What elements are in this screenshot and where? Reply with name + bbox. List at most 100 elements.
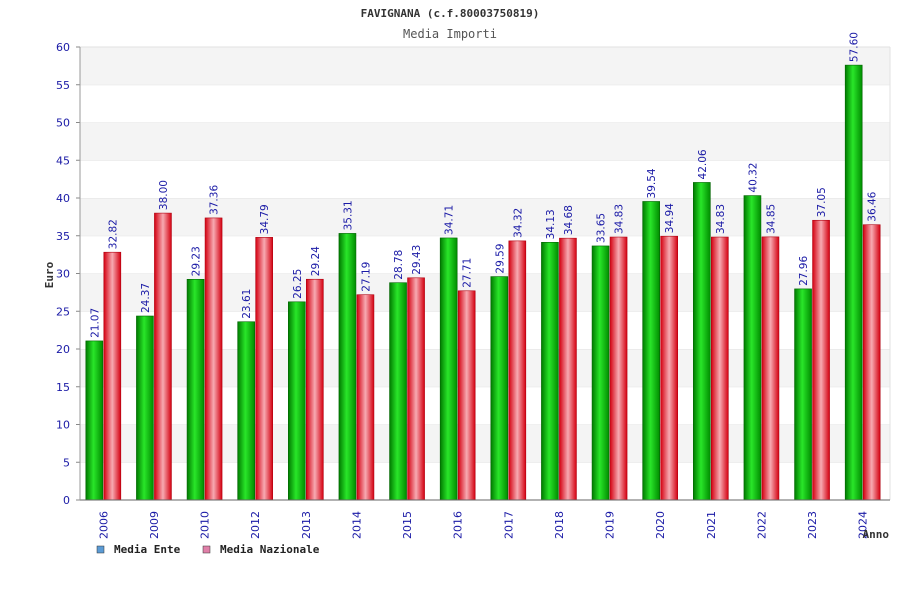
y-tick-label: 40 <box>56 192 70 205</box>
data-label-media-ente-2017: 29.59 <box>494 244 506 274</box>
bar-media-ente-2022 <box>743 195 762 501</box>
data-label-media-ente-2012: 23.61 <box>241 289 253 319</box>
x-tick-label: 2020 <box>654 511 667 539</box>
bar-media-ente-2023 <box>794 288 812 501</box>
y-tick-label: 10 <box>56 419 70 432</box>
data-label-media-nazionale-2018: 34.68 <box>563 205 575 235</box>
y-axis-ticks: 0 5 10 15 20 25 30 35 40 45 50 55 60 <box>56 41 80 507</box>
x-tick-label: 2015 <box>401 511 414 539</box>
data-label-media-nazionale-2014: 27.19 <box>360 262 372 292</box>
bar-media-ente-2021 <box>693 182 711 501</box>
data-label-media-ente-2018: 34.13 <box>545 209 557 239</box>
y-tick-label: 30 <box>56 268 70 281</box>
y-tick-label: 55 <box>56 79 70 92</box>
grid-band <box>80 47 890 85</box>
y-tick-label: 25 <box>56 305 70 318</box>
chart-subtitle: Media Importi <box>403 27 497 41</box>
bar-media-ente-2013 <box>288 301 306 501</box>
data-label-media-nazionale-2022: 34.85 <box>765 204 777 234</box>
data-label-media-nazionale-2020: 34.94 <box>664 203 676 233</box>
data-label-media-nazionale-2010: 37.36 <box>209 185 221 215</box>
grid-band <box>80 84 890 123</box>
y-tick-label: 0 <box>63 494 70 507</box>
x-tick-label: 2012 <box>249 511 262 539</box>
x-tick-label: 2013 <box>300 511 313 539</box>
data-label-media-ente-2019: 33.65 <box>596 213 608 243</box>
bar-media-ente-2015 <box>389 282 407 501</box>
data-labels: 21.07 32.82 24.37 38.00 29.23 37.36 23.61 34.79… <box>89 32 878 338</box>
grid-band <box>80 122 890 161</box>
bar-media-nazionale-2018 <box>559 237 577 501</box>
x-tick-label: 2018 <box>553 511 566 539</box>
x-axis-label: Anno <box>863 528 890 541</box>
x-tick-label: 2024 <box>857 511 870 539</box>
bar-media-nazionale-2022 <box>761 236 780 501</box>
x-tick-label: 2021 <box>705 511 718 539</box>
x-tick-label: 2016 <box>452 511 465 539</box>
data-label-media-ente-2021: 42.06 <box>697 149 709 179</box>
data-label-media-nazionale-2021: 34.83 <box>715 204 727 234</box>
grid-band <box>80 160 890 198</box>
bar-media-ente-2006 <box>85 340 104 501</box>
data-label-media-ente-2014: 35.31 <box>342 200 354 230</box>
bars <box>85 64 881 501</box>
bar-media-ente-2009 <box>136 315 154 501</box>
bar-media-nazionale-2021 <box>711 236 729 501</box>
data-label-media-nazionale-2015: 29.43 <box>411 245 423 275</box>
x-tick-label: 2009 <box>148 511 161 539</box>
bar-media-nazionale-2023 <box>812 219 830 501</box>
bar-media-ente-2014 <box>338 233 357 501</box>
data-label-media-ente-2015: 28.78 <box>393 250 405 280</box>
bar-media-ente-2010 <box>186 279 205 501</box>
bar-media-nazionale-2006 <box>103 251 122 501</box>
data-label-media-ente-2024: 57.60 <box>849 32 861 62</box>
data-label-media-nazionale-2016: 27.71 <box>462 258 474 288</box>
x-axis-ticks: 2006 2009 2010 2012 2013 2014 2015 2016 2017 2018… <box>97 511 869 539</box>
bar-media-ente-2018 <box>541 242 559 501</box>
bar-media-nazionale-2013 <box>306 278 324 501</box>
data-label-media-ente-2013: 26.25 <box>292 269 304 299</box>
bar-media-nazionale-2015 <box>407 277 425 501</box>
y-axis-label: Euro <box>43 261 56 288</box>
bar-media-nazionale-2014 <box>356 294 375 501</box>
y-tick-label: 15 <box>56 381 70 394</box>
x-tick-label: 2019 <box>604 511 617 539</box>
legend: Media Ente Media Nazionale <box>96 543 320 556</box>
legend-label-media-nazionale: Media Nazionale <box>220 543 320 556</box>
bar-media-nazionale-2019 <box>609 236 628 501</box>
data-label-media-nazionale-2013: 29.24 <box>310 246 322 276</box>
data-label-media-nazionale-2024: 36.46 <box>867 191 879 221</box>
bar-media-nazionale-2016 <box>457 290 476 501</box>
data-label-media-nazionale-2009: 38.00 <box>158 180 170 210</box>
x-tick-label: 2010 <box>199 511 212 539</box>
data-label-media-nazionale-2023: 37.05 <box>816 187 828 217</box>
y-tick-label: 60 <box>56 41 70 54</box>
data-label-media-nazionale-2006: 32.82 <box>107 219 119 249</box>
data-label-media-ente-2010: 29.23 <box>191 246 203 276</box>
y-tick-label: 5 <box>63 456 70 469</box>
bar-media-nazionale-2024 <box>862 224 881 501</box>
data-label-media-nazionale-2017: 34.32 <box>512 208 524 238</box>
bar-media-nazionale-2020 <box>660 235 678 501</box>
data-label-media-ente-2006: 21.07 <box>89 308 101 338</box>
bar-media-nazionale-2009 <box>154 212 172 501</box>
bar-media-ente-2020 <box>642 201 660 501</box>
bar-media-ente-2016 <box>439 237 458 501</box>
legend-swatch-media-nazionale <box>202 545 211 554</box>
x-tick-label: 2014 <box>350 511 363 539</box>
x-tick-label: 2006 <box>97 511 110 539</box>
data-label-media-nazionale-2019: 34.83 <box>614 204 626 234</box>
bar-media-nazionale-2010 <box>204 217 223 501</box>
y-tick-label: 50 <box>56 117 70 130</box>
bar-media-ente-2017 <box>490 276 509 501</box>
chart-title: FAVIGNANA (c.f.80003750819) <box>361 7 540 20</box>
y-tick-label: 35 <box>56 230 70 243</box>
data-label-media-ente-2022: 40.32 <box>747 163 759 193</box>
bar-media-nazionale-2017 <box>508 240 527 501</box>
data-label-media-ente-2009: 24.37 <box>140 283 152 313</box>
x-tick-label: 2017 <box>502 511 515 539</box>
y-tick-label: 20 <box>56 343 70 356</box>
legend-swatch-media-ente <box>96 545 105 554</box>
bar-media-ente-2019 <box>591 245 610 501</box>
